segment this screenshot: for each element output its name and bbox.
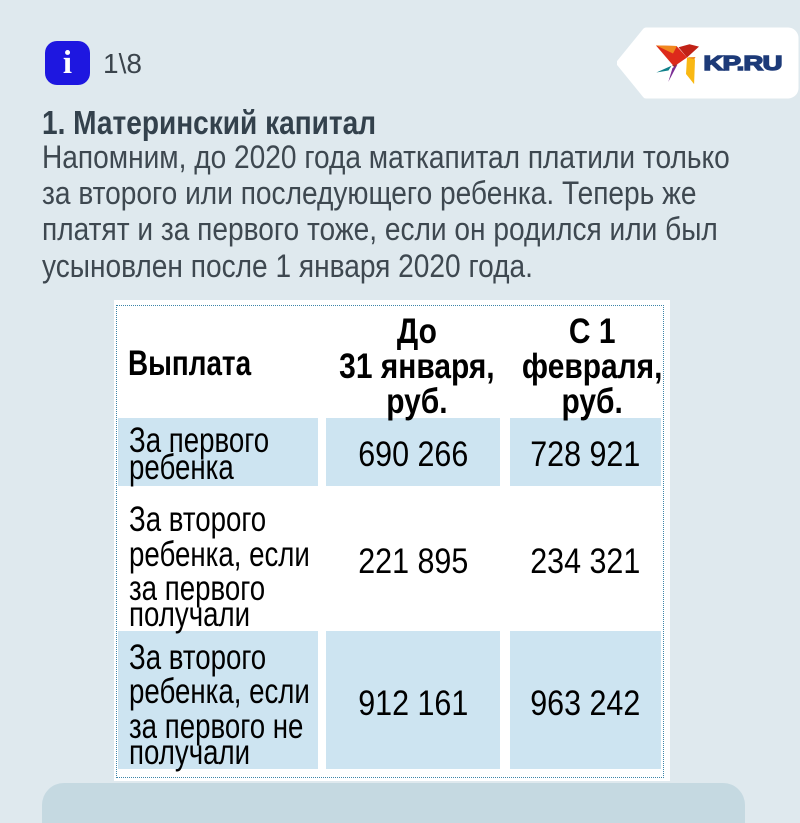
svg-text:KP.RU: KP.RU xyxy=(704,52,782,75)
